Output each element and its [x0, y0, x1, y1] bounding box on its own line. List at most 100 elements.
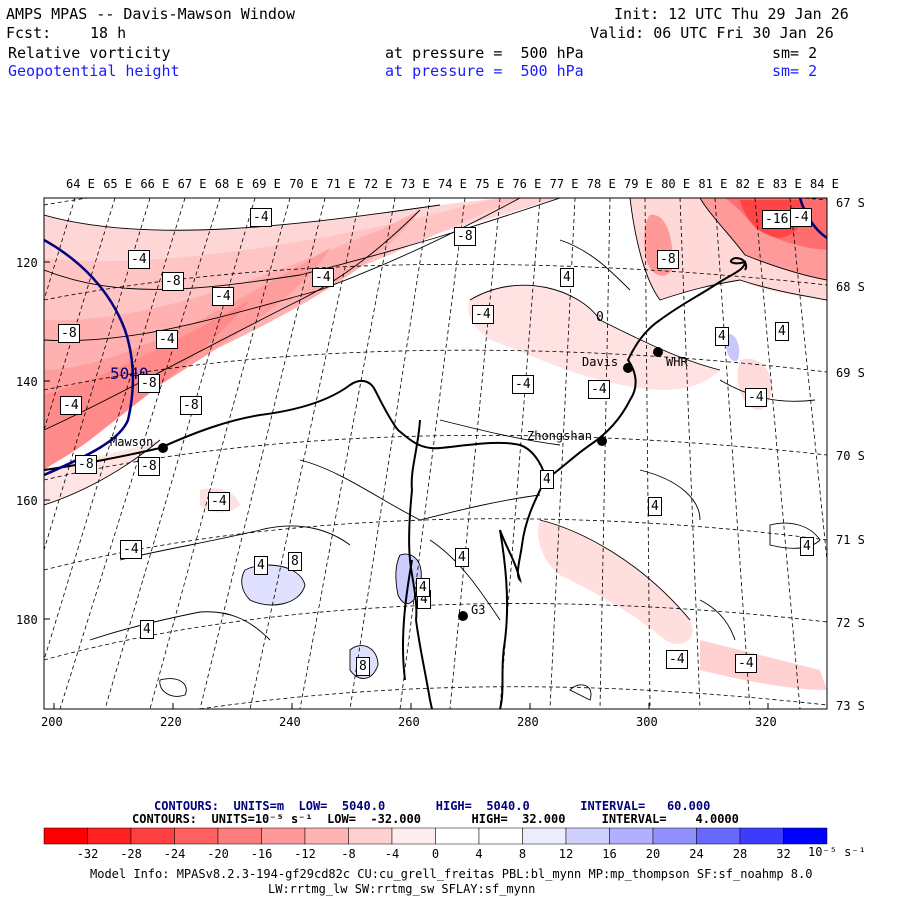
longitude-label: 66 E [140, 177, 170, 191]
colorbar-swatch [696, 827, 741, 845]
longitude-label: 80 E [661, 177, 691, 191]
x-tick-label: 200 [41, 715, 63, 729]
colorbar-tick: 20 [645, 847, 661, 861]
y-tick-label: 140 [16, 375, 38, 389]
vorticity-contour-label: 4 [540, 470, 554, 489]
longitude-label: 67 E [177, 177, 207, 191]
vorticity-contour-label: 0 [596, 310, 604, 325]
forecast-hour: 18 h [90, 24, 127, 42]
colorbar-swatch [783, 827, 828, 845]
plot-title: AMPS MPAS -- Davis-Mawson Window [6, 5, 295, 23]
vorticity-contour-label: -8 [138, 457, 160, 476]
vorticity-contour-label: -4 [312, 268, 334, 287]
longitude-label: 82 E [735, 177, 765, 191]
vorticity-contour-label: 4 [715, 327, 729, 346]
latitude-label: 73 S [836, 699, 865, 713]
vorticity-contour-label: -4 [156, 330, 178, 349]
colorbar [43, 827, 828, 845]
vorticity-contour-label: -8 [75, 455, 97, 474]
latitude-label: 71 S [836, 533, 865, 547]
station-dot-g3 [458, 611, 468, 621]
shade-center-1 [468, 285, 720, 390]
station-label-g3: G3 [471, 603, 486, 617]
vorticity-contour-label: 4 [416, 578, 430, 597]
colorbar-tick: 24 [689, 847, 704, 861]
vorticity-contour-label: -4 [588, 380, 610, 399]
field-1-name: Relative vorticity [8, 44, 171, 62]
colorbar-swatch [304, 827, 349, 845]
longitude-label: 64 E [66, 177, 95, 191]
station-dot-zhongshan [597, 436, 607, 446]
colorbar-swatch [652, 827, 697, 845]
colorbar-swatch [391, 827, 436, 845]
shade-band-6 [44, 440, 160, 505]
shade-blue-1 [241, 565, 305, 605]
longitude-label: 73 E [400, 177, 430, 191]
vorticity-contour-label: -4 [208, 492, 230, 511]
vorticity-contour-label: -4 [790, 208, 812, 227]
colorbar-swatch [130, 827, 175, 845]
station-label-whr: WHR [666, 355, 688, 369]
axis-ticks [44, 261, 769, 709]
longitude-label: 75 E [475, 177, 505, 191]
colorbar-swatch [522, 827, 567, 845]
longitude-label: 77 E [549, 177, 579, 191]
longitude-label: 69 E [252, 177, 281, 191]
colorbar-tick: 32 [776, 847, 791, 861]
model-info-line-2: LW:rrtmg_lw SW:rrtmg_sw SFLAY:sf_mynn [268, 882, 536, 896]
plot-frame [43, 197, 828, 710]
vorticity-contour-label: -4 [735, 654, 757, 673]
vorticity-contour-label: -4 [212, 287, 234, 306]
y-tick-label: 160 [16, 494, 38, 508]
longitude-label: 84 E [810, 177, 839, 191]
model-info-line-1: Model Info: MPASv8.2.3-194-gf29cd82c CU:… [90, 867, 813, 881]
longitude-label: 76 E [512, 177, 542, 191]
vorticity-contour-label: -4 [120, 540, 142, 559]
colorbar-tick: -20 [207, 847, 229, 861]
vorticity-contour-label: 8 [288, 552, 302, 571]
colorbar-swatch [739, 827, 784, 845]
colorbar-tick: 16 [602, 847, 617, 861]
x-tick-label: 280 [517, 715, 539, 729]
vorticity-contour-label: -8 [58, 324, 80, 343]
x-tick-label: 220 [160, 715, 182, 729]
colorbar-tick: -8 [341, 847, 356, 861]
colorbar-tick: 28 [732, 847, 748, 861]
y-tick-label: 180 [16, 613, 38, 627]
longitude-label: 83 E [772, 177, 802, 191]
longitude-label: 78 E [586, 177, 616, 191]
longitude-label: 79 E [624, 177, 653, 191]
vorticity-contour-label: -4 [128, 250, 150, 269]
colorbar-swatch [87, 827, 132, 845]
longitude-label: 71 E [326, 177, 356, 191]
valid-time: Valid: 06 UTC Fri 30 Jan 26 [590, 24, 834, 42]
latitude-label: 67 S [836, 196, 865, 210]
longitude-label: 65 E [103, 177, 133, 191]
colorbar-tick: 0 [431, 847, 440, 861]
vorticity-contour-label: -4 [250, 208, 272, 227]
vorticity-contour-label: 4 [800, 537, 814, 556]
height-contour-5040 [44, 238, 135, 477]
vorticity-contour-label: 4 [254, 556, 268, 575]
colorbar-tick: -4 [384, 847, 400, 861]
colorbar-tick: -12 [294, 847, 316, 861]
station-label-zhongshan: Zhongshan [527, 429, 593, 443]
colorbar-tick: -16 [250, 847, 273, 861]
field-2-smoothing: sm= 2 [772, 62, 818, 80]
colorbar-swatch [478, 827, 523, 845]
colorbar-swatch [609, 827, 654, 845]
colorbar-tick: -32 [76, 847, 99, 861]
y-tick-label: 120 [16, 256, 38, 270]
contours-vorticity-info: CONTOURS: UNITS=10⁻⁵ s⁻¹ LOW= -32.000 HI… [132, 812, 739, 826]
colorbar-tick: 4 [475, 847, 483, 861]
contours-height-info: CONTOURS: UNITS=m LOW= 5040.0 HIGH= 5040… [154, 799, 711, 813]
longitude-label: 70 E [289, 177, 319, 191]
colorbar-swatch [348, 827, 393, 845]
colorbar-swatch [43, 827, 88, 845]
vorticity-contour-label: 4 [648, 497, 662, 516]
latitude-label: 70 S [836, 449, 865, 463]
station-dot-davis [623, 363, 633, 373]
vorticity-contour-label: -4 [60, 396, 82, 415]
forecast-label: Fcst: [6, 24, 52, 42]
field-2-name: Geopotential height [8, 62, 180, 80]
